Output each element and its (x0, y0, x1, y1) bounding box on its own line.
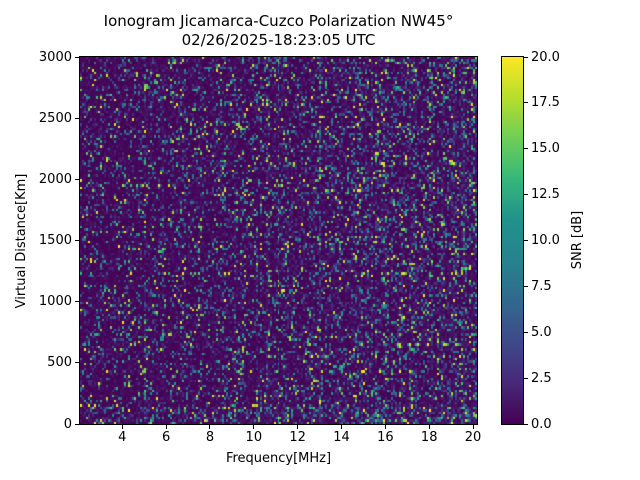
colorbar-tick-mark (524, 102, 528, 104)
colorbar-tick-label: 15.0 (531, 141, 560, 157)
colorbar-tick-mark (524, 423, 528, 425)
y-tick-mark (75, 178, 79, 180)
y-tick-label: 2500 (38, 110, 72, 126)
colorbar-tick-mark (524, 56, 528, 58)
y-tick-label: 3000 (38, 49, 72, 65)
colorbar-tick-mark (524, 240, 528, 241)
x-tick-label: 8 (205, 430, 215, 445)
colorbar-tick-mark (524, 377, 528, 379)
chart-title-line2: 02/26/2025-18:23:05 UTC (181, 31, 376, 49)
chart-title-line1: Ionogram Jicamarca-Cuzco Polarization NW… (103, 12, 454, 30)
x-tick-mark (209, 425, 211, 429)
y-tick-label: 2000 (38, 171, 72, 187)
y-tick-mark (75, 301, 79, 303)
x-tick-mark (121, 425, 123, 429)
colorbar-gradient (502, 57, 523, 424)
colorbar-tick-label: 12.5 (531, 187, 560, 203)
y-tick-mark (75, 423, 79, 425)
colorbar-tick-label: 2.5 (531, 370, 552, 386)
colorbar-tick-label: 0.0 (531, 416, 552, 432)
x-tick-label: 18 (420, 430, 438, 445)
y-tick-label: 1000 (38, 294, 72, 310)
x-tick-label: 12 (289, 430, 306, 445)
plot-area (79, 56, 478, 425)
colorbar-tick-label: 17.5 (531, 95, 560, 111)
colorbar (501, 56, 524, 425)
x-tick-mark (341, 425, 343, 429)
x-tick-label: 16 (377, 430, 394, 445)
x-tick-mark (165, 425, 167, 429)
y-tick-label: 500 (47, 355, 72, 371)
y-tick-label: 1500 (38, 233, 72, 248)
x-tick-mark (253, 425, 255, 429)
x-tick-label: 14 (333, 430, 350, 445)
y-tick-mark (75, 240, 79, 241)
x-tick-label: 6 (162, 430, 171, 445)
heatmap-canvas (80, 57, 477, 424)
chart-title: Ionogram Jicamarca-Cuzco Polarization NW… (80, 12, 477, 50)
y-tick-mark (75, 117, 79, 119)
y-tick-mark (75, 56, 79, 58)
colorbar-tick-label: 20.0 (531, 49, 560, 65)
colorbar-tick-label: 5.0 (531, 324, 552, 340)
colorbar-tick-label: 7.5 (531, 278, 552, 294)
colorbar-tick-mark (524, 285, 528, 287)
x-tick-mark (384, 425, 386, 429)
x-tick-label: 20 (464, 430, 482, 445)
colorbar-tick-mark (524, 194, 528, 196)
x-tick-mark (428, 425, 430, 429)
colorbar-tick-mark (524, 331, 528, 333)
x-tick-label: 4 (118, 430, 127, 445)
colorbar-tick-label: 10.0 (531, 233, 560, 248)
y-tick-mark (75, 362, 79, 364)
colorbar-tick-mark (524, 148, 528, 150)
x-tick-mark (297, 425, 299, 429)
y-tick-label: 0 (63, 416, 72, 432)
x-tick-mark (472, 425, 474, 429)
x-axis-label: Frequency[MHz] (225, 451, 332, 466)
x-tick-label: 10 (245, 430, 263, 445)
